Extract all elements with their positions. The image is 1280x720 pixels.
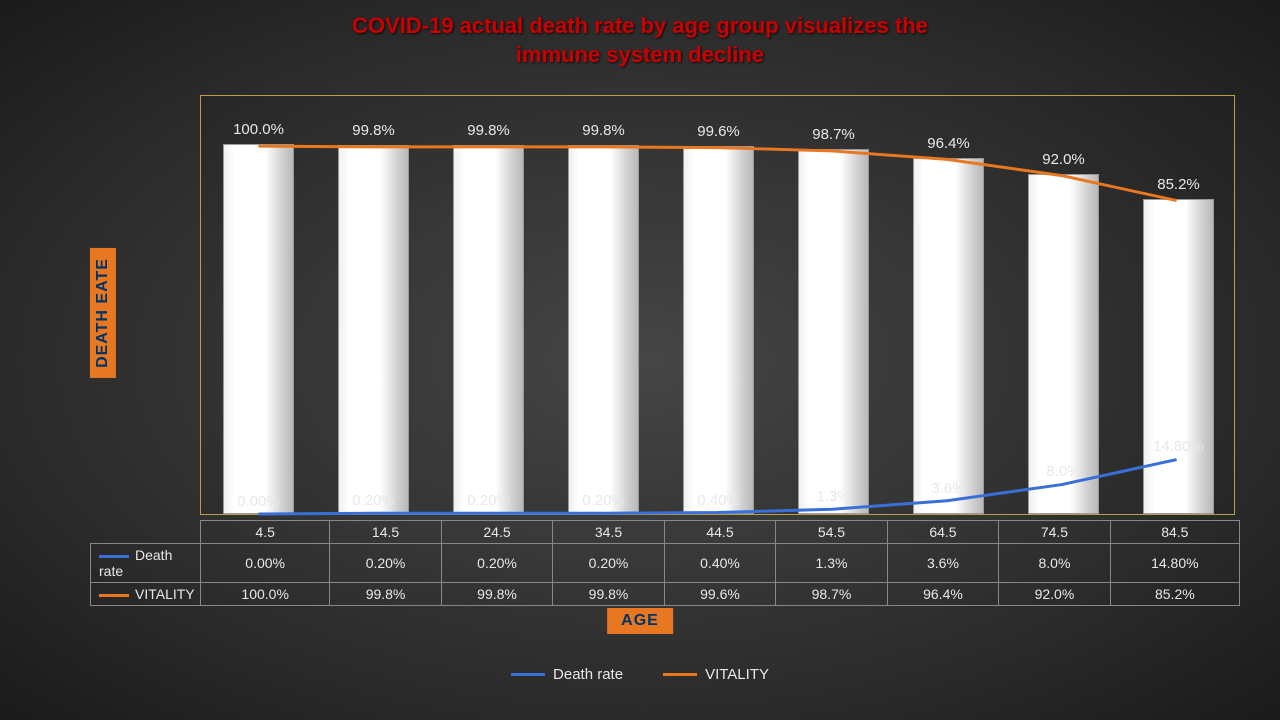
table-cell: 3.6%	[887, 544, 998, 583]
table-cell: 100.0%	[201, 583, 330, 606]
table-category: 44.5	[664, 521, 775, 544]
table-cell: 0.20%	[330, 544, 441, 583]
data-table: 4.514.524.534.544.554.564.574.584.5 Deat…	[90, 520, 1240, 606]
x-axis-label: AGE	[607, 608, 673, 634]
table-cell: 98.7%	[776, 583, 887, 606]
table-cell: 0.40%	[664, 544, 775, 583]
table-category: 84.5	[1110, 521, 1239, 544]
chart-title: COVID-19 actual death rate by age group …	[0, 0, 1280, 69]
table-cell: 92.0%	[999, 583, 1110, 606]
chart-plot-area: 100.0%0.00%99.8%0.20%99.8%0.20%99.8%0.20…	[200, 95, 1235, 515]
table-category: 34.5	[553, 521, 664, 544]
chart-legend: Death rate VITALITY	[511, 666, 769, 683]
table-cell: 99.8%	[441, 583, 552, 606]
legend-item-vitality: VITALITY	[663, 666, 769, 683]
table-cell: 14.80%	[1110, 544, 1239, 583]
table-cell: 1.3%	[776, 544, 887, 583]
table-row-vitality-header: VITALITY	[91, 583, 201, 606]
table-cell: 99.6%	[664, 583, 775, 606]
table-category: 14.5	[330, 521, 441, 544]
table-cell: 0.20%	[441, 544, 552, 583]
y-axis-label: DEATH EATE	[90, 248, 116, 378]
table-category: 54.5	[776, 521, 887, 544]
table-cell: 99.8%	[553, 583, 664, 606]
table-cell: 0.20%	[553, 544, 664, 583]
table-category: 4.5	[201, 521, 330, 544]
table-cell: 0.00%	[201, 544, 330, 583]
table-category: 64.5	[887, 521, 998, 544]
table-row-death-header: Death rate	[91, 544, 201, 583]
table-cell: 96.4%	[887, 583, 998, 606]
table-corner	[91, 521, 201, 544]
table-category: 74.5	[999, 521, 1110, 544]
table-cell: 85.2%	[1110, 583, 1239, 606]
table-cell: 99.8%	[330, 583, 441, 606]
table-category: 24.5	[441, 521, 552, 544]
legend-item-death: Death rate	[511, 666, 623, 683]
table-cell: 8.0%	[999, 544, 1110, 583]
